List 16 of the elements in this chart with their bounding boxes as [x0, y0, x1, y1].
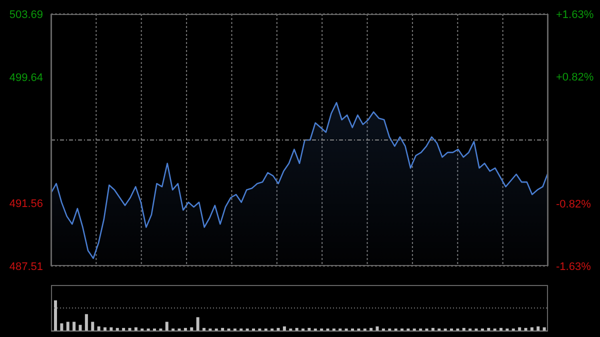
y2-tick-label: -1.63%: [556, 261, 592, 273]
y-tick-label: 499.64: [9, 72, 43, 84]
y-tick-label: 491.56: [9, 198, 43, 210]
bar: [66, 322, 70, 331]
y-tick-label: 487.51: [9, 261, 43, 273]
bar: [54, 300, 57, 331]
bar: [91, 322, 94, 331]
y2-tick-label: +0.82%: [556, 72, 594, 84]
y-tick-label: 503.69: [9, 9, 43, 21]
bar: [165, 322, 168, 331]
bar: [196, 317, 200, 331]
bar: [72, 322, 76, 331]
y2-tick-label: +1.63%: [556, 9, 594, 21]
y2-tick-label: -0.82%: [556, 198, 592, 210]
bar: [60, 323, 64, 331]
bar: [84, 314, 88, 331]
